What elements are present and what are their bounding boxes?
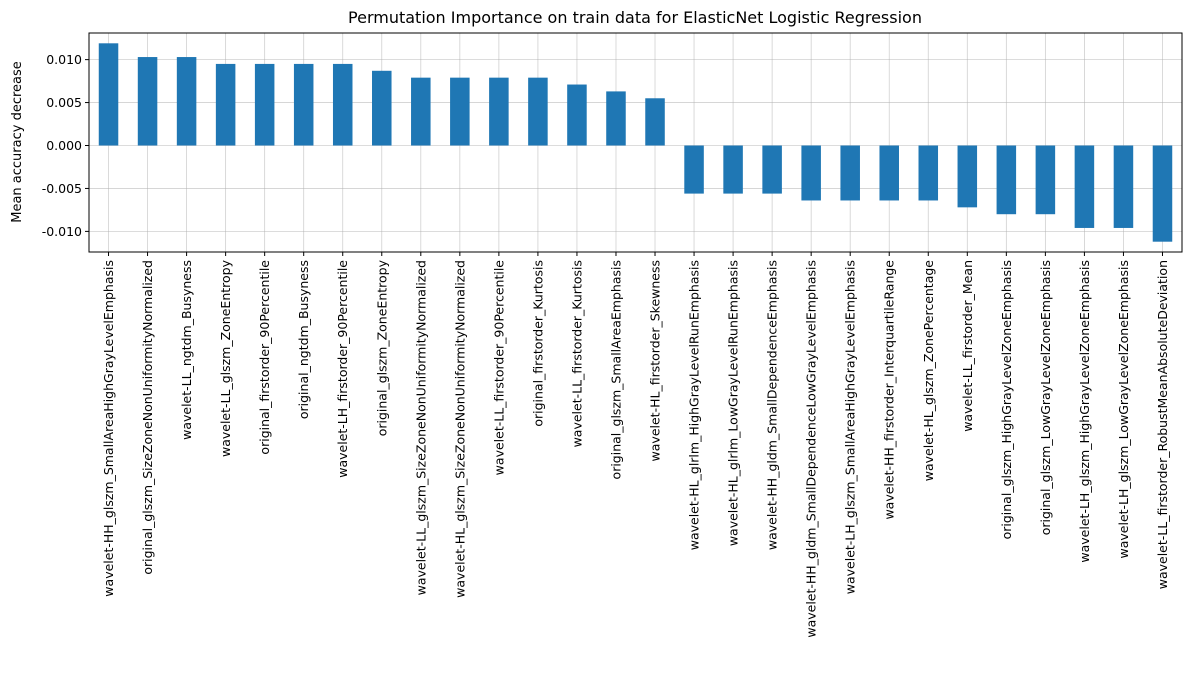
x-tick-label: wavelet-LL_glszm_ZoneEntropy — [218, 259, 233, 457]
bar — [723, 145, 743, 194]
plot-frame — [88, 32, 1183, 253]
bar — [176, 57, 197, 146]
y-tick-label: 0.005 — [46, 95, 82, 110]
bar — [879, 145, 899, 201]
bar — [137, 57, 158, 146]
x-tick-label: original_glszm_LowGrayLevelZoneEmphasis — [1038, 260, 1053, 535]
bar — [840, 145, 860, 201]
axes-layer — [85, 32, 1183, 256]
bar — [254, 63, 275, 146]
x-tick-label: wavelet-LH_glszm_LowGrayLevelZoneEmphasi… — [1116, 260, 1131, 558]
bar — [762, 145, 782, 194]
x-tick-label: wavelet-LH_glszm_HighGrayLevelZoneEmphas… — [1077, 260, 1092, 563]
bar — [1035, 145, 1056, 215]
bar — [684, 145, 704, 194]
x-tick-label: wavelet-LH_firstorder_90Percentile — [335, 260, 350, 478]
bar — [1113, 145, 1134, 228]
bar — [957, 145, 978, 208]
bar — [606, 91, 626, 146]
x-tick-label: wavelet-HL_glrlm_HighGrayLevelRunEmphasi… — [687, 260, 702, 550]
x-tick-label: original_glszm_ZoneEntropy — [374, 259, 389, 436]
x-tick-label: wavelet-LL_ngtdm_Busyness — [179, 260, 194, 440]
x-tick-label: wavelet-HL_glrlm_LowGrayLevelRunEmphasis — [726, 260, 741, 546]
bar — [567, 84, 587, 146]
y-tick-labels: 0.010 0.005 0.000 -0.005 -0.010 — [42, 52, 82, 239]
bar — [1074, 145, 1095, 228]
bar — [332, 63, 353, 146]
y-tick-label: 0.000 — [46, 138, 82, 153]
x-tick-label: wavelet-HL_firstorder_Skewness — [648, 260, 663, 461]
bar — [918, 145, 939, 201]
x-tick-label: original_firstorder_90Percentile — [257, 260, 272, 455]
x-tick-labels: wavelet-HH_glszm_SmallAreaHighGrayLevelE… — [101, 259, 1170, 637]
x-tick-label: wavelet-HH_glszm_SmallAreaHighGrayLevelE… — [101, 260, 116, 597]
bar — [489, 77, 509, 146]
bar — [98, 43, 119, 146]
x-tick-label: wavelet-HH_gldm_SmallDependenceEmphasis — [765, 260, 780, 550]
x-tick-label: wavelet-HL_glszm_SizeZoneNonUniformityNo… — [452, 260, 467, 598]
y-tick-label: -0.005 — [42, 181, 82, 196]
bar — [996, 145, 1017, 215]
bar — [645, 98, 665, 146]
x-tick-label: wavelet-LH_glszm_SmallAreaHighGrayLevelE… — [843, 260, 858, 594]
x-tick-label: wavelet-LL_firstorder_90Percentile — [491, 260, 506, 476]
x-tick-label: original_glszm_SizeZoneNonUniformityNorm… — [140, 260, 155, 575]
y-axis-label: Mean accuracy decrease — [10, 61, 25, 223]
x-tick-label: wavelet-LL_firstorder_Kurtosis — [569, 260, 584, 447]
bar — [411, 77, 431, 146]
bar — [801, 145, 821, 201]
x-tick-label: wavelet-HH_gldm_SmallDependenceLowGrayLe… — [804, 260, 819, 638]
bars-layer — [98, 43, 1173, 242]
bar — [215, 63, 236, 146]
bar — [450, 77, 470, 146]
x-tick-label: wavelet-LL_firstorder_Mean — [960, 260, 975, 432]
bar — [293, 63, 314, 146]
x-tick-label: wavelet-HL_glszm_ZonePercentage — [921, 260, 936, 482]
y-tick-label: 0.010 — [46, 52, 82, 67]
x-tick-label: original_glszm_SmallAreaEmphasis — [608, 260, 623, 479]
y-tick-label: -0.010 — [42, 224, 82, 239]
x-tick-label: original_firstorder_Kurtosis — [530, 260, 545, 427]
bar — [372, 70, 392, 146]
x-tick-label: original_ngtdm_Busyness — [296, 260, 311, 419]
grid-layer — [89, 33, 1182, 252]
x-tick-label: wavelet-LL_firstorder_RobustMeanAbsolute… — [1155, 260, 1170, 589]
chart-title: Permutation Importance on train data for… — [348, 8, 922, 27]
bar — [528, 77, 548, 146]
x-tick-label: wavelet-LL_glszm_SizeZoneNonUniformityNo… — [413, 260, 428, 595]
x-tick-label: wavelet-HH_firstorder_InterquartileRange — [882, 260, 897, 520]
bar — [1152, 145, 1173, 242]
x-tick-label: original_glszm_HighGrayLevelZoneEmphasis — [999, 260, 1014, 539]
